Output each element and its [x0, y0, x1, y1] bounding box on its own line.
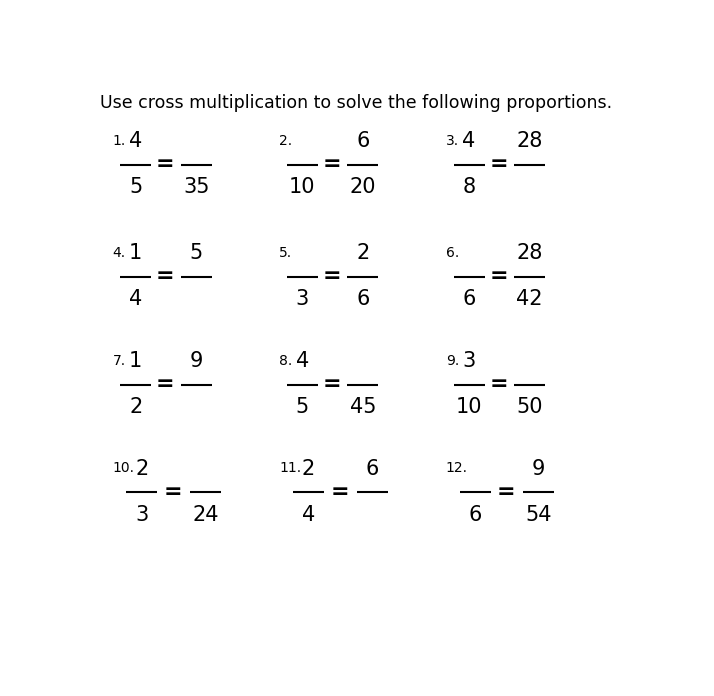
Text: 4: 4	[463, 132, 476, 151]
Text: 6: 6	[468, 505, 482, 525]
Text: 3.: 3.	[446, 134, 459, 148]
Text: 2.: 2.	[279, 134, 292, 148]
Text: =: =	[156, 266, 174, 286]
Text: =: =	[497, 482, 516, 502]
Text: 6: 6	[462, 289, 476, 309]
Text: 7.: 7.	[113, 354, 126, 367]
Text: 3: 3	[136, 505, 149, 525]
Text: 20: 20	[350, 177, 376, 198]
Text: 9.: 9.	[446, 354, 459, 367]
Text: 3: 3	[463, 351, 476, 371]
Text: 12.: 12.	[446, 461, 468, 475]
Text: =: =	[323, 266, 341, 286]
Text: 5: 5	[296, 397, 309, 417]
Text: 4: 4	[129, 132, 142, 151]
Text: 24: 24	[192, 505, 218, 525]
Text: 45: 45	[350, 397, 376, 417]
Text: 28: 28	[516, 132, 543, 151]
Text: 2: 2	[356, 243, 369, 263]
Text: 1: 1	[129, 351, 142, 371]
Text: 4.: 4.	[113, 246, 126, 260]
Text: 9: 9	[189, 351, 203, 371]
Text: 8.: 8.	[279, 354, 292, 367]
Text: Use cross multiplication to solve the following proportions.: Use cross multiplication to solve the fo…	[100, 93, 612, 111]
Text: 4: 4	[129, 289, 142, 309]
Text: 42: 42	[516, 289, 543, 309]
Text: 6.: 6.	[446, 246, 459, 260]
Text: 28: 28	[516, 243, 543, 263]
Text: =: =	[156, 155, 174, 175]
Text: 2: 2	[136, 459, 149, 479]
Text: 4: 4	[296, 351, 309, 371]
Text: 2: 2	[129, 397, 142, 417]
Text: 50: 50	[516, 397, 543, 417]
Text: =: =	[323, 374, 341, 394]
Text: 54: 54	[526, 505, 552, 525]
Text: 11.: 11.	[279, 461, 301, 475]
Text: 3: 3	[296, 289, 309, 309]
Text: 1: 1	[129, 243, 142, 263]
Text: 4: 4	[302, 505, 315, 525]
Text: 5.: 5.	[279, 246, 292, 260]
Text: 5: 5	[190, 243, 203, 263]
Text: 6: 6	[366, 459, 379, 479]
Text: =: =	[489, 155, 508, 175]
Text: =: =	[489, 266, 508, 286]
Text: 10.: 10.	[113, 461, 134, 475]
Text: 10: 10	[456, 397, 482, 417]
Text: =: =	[489, 374, 508, 394]
Text: =: =	[331, 482, 349, 502]
Text: 8: 8	[463, 177, 476, 198]
Text: 10: 10	[289, 177, 316, 198]
Text: 2: 2	[302, 459, 315, 479]
Text: 6: 6	[356, 289, 370, 309]
Text: 1.: 1.	[113, 134, 126, 148]
Text: =: =	[156, 374, 174, 394]
Text: 35: 35	[183, 177, 209, 198]
Text: =: =	[164, 482, 182, 502]
Text: 6: 6	[356, 132, 370, 151]
Text: 5: 5	[129, 177, 142, 198]
Text: 9: 9	[532, 459, 545, 479]
Text: =: =	[323, 155, 341, 175]
